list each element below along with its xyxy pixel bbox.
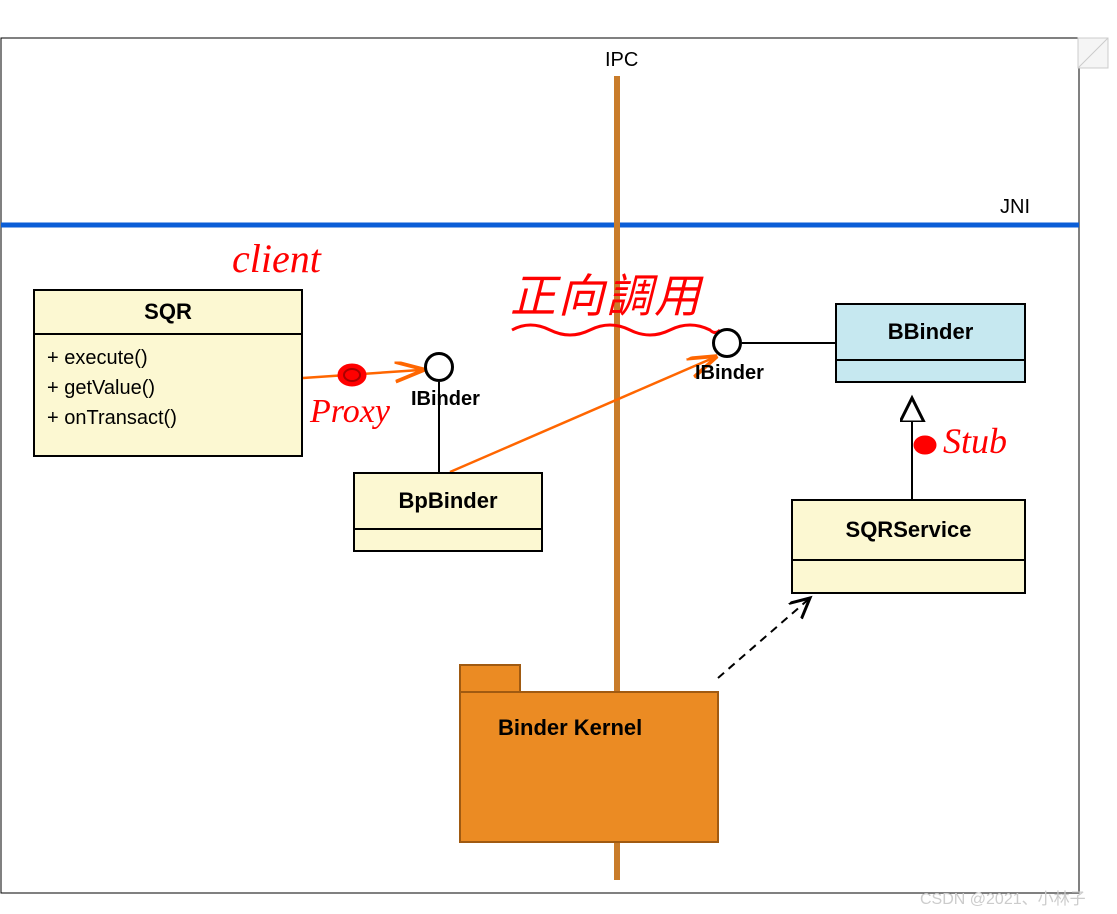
- ibinder-left-label: IBinder: [411, 388, 480, 411]
- page-fold: [1078, 38, 1108, 68]
- scribble-proxy: [339, 365, 365, 385]
- node-sqr-body: + execute() + getValue() + onTransact(): [35, 335, 301, 441]
- squiggle-chinese: [512, 325, 720, 335]
- ipc-label: IPC: [605, 49, 638, 72]
- node-bbinder-title: BBinder: [837, 305, 1024, 361]
- annotation-chinese: 正向調用: [510, 260, 702, 326]
- arrow-bpbinder-to-ibinder: [450, 358, 713, 472]
- interface-ibinder-right: [712, 328, 742, 358]
- sqr-method: + onTransact(): [47, 403, 289, 433]
- node-bpbinder-title: BpBinder: [355, 474, 541, 530]
- node-bpbinder: BpBinder: [353, 472, 543, 552]
- node-sqr: SQR + execute() + getValue() + onTransac…: [33, 289, 303, 457]
- jni-label: JNI: [1000, 196, 1030, 219]
- sqr-method: + getValue(): [47, 373, 289, 403]
- annotation-stub: Stub: [943, 420, 1007, 462]
- binder-kernel-folder: [460, 665, 718, 842]
- node-bbinder: BBinder: [835, 303, 1026, 383]
- node-sqrservice-title: SQRService: [793, 501, 1024, 561]
- arrow-sqr-to-ibinder: [303, 370, 420, 378]
- outer-border: [1, 38, 1079, 893]
- annotation-proxy: Proxy: [310, 393, 390, 431]
- diagram-container: IPC JNI client 正向調用 Proxy Stub SQR + exe…: [0, 0, 1117, 914]
- annotation-client: client: [232, 235, 321, 282]
- interface-ibinder-left: [424, 352, 454, 382]
- binder-kernel-label: Binder Kernel: [498, 715, 642, 741]
- watermark: CSDN @2021、小林子: [920, 885, 1086, 909]
- scribble-stub: [915, 437, 935, 453]
- arrow-kernel-to-sqrservice: [718, 598, 810, 678]
- node-sqrservice: SQRService: [791, 499, 1026, 594]
- ibinder-right-label: IBinder: [695, 362, 764, 385]
- sqr-method: + execute(): [47, 343, 289, 373]
- node-sqr-title: SQR: [35, 291, 301, 335]
